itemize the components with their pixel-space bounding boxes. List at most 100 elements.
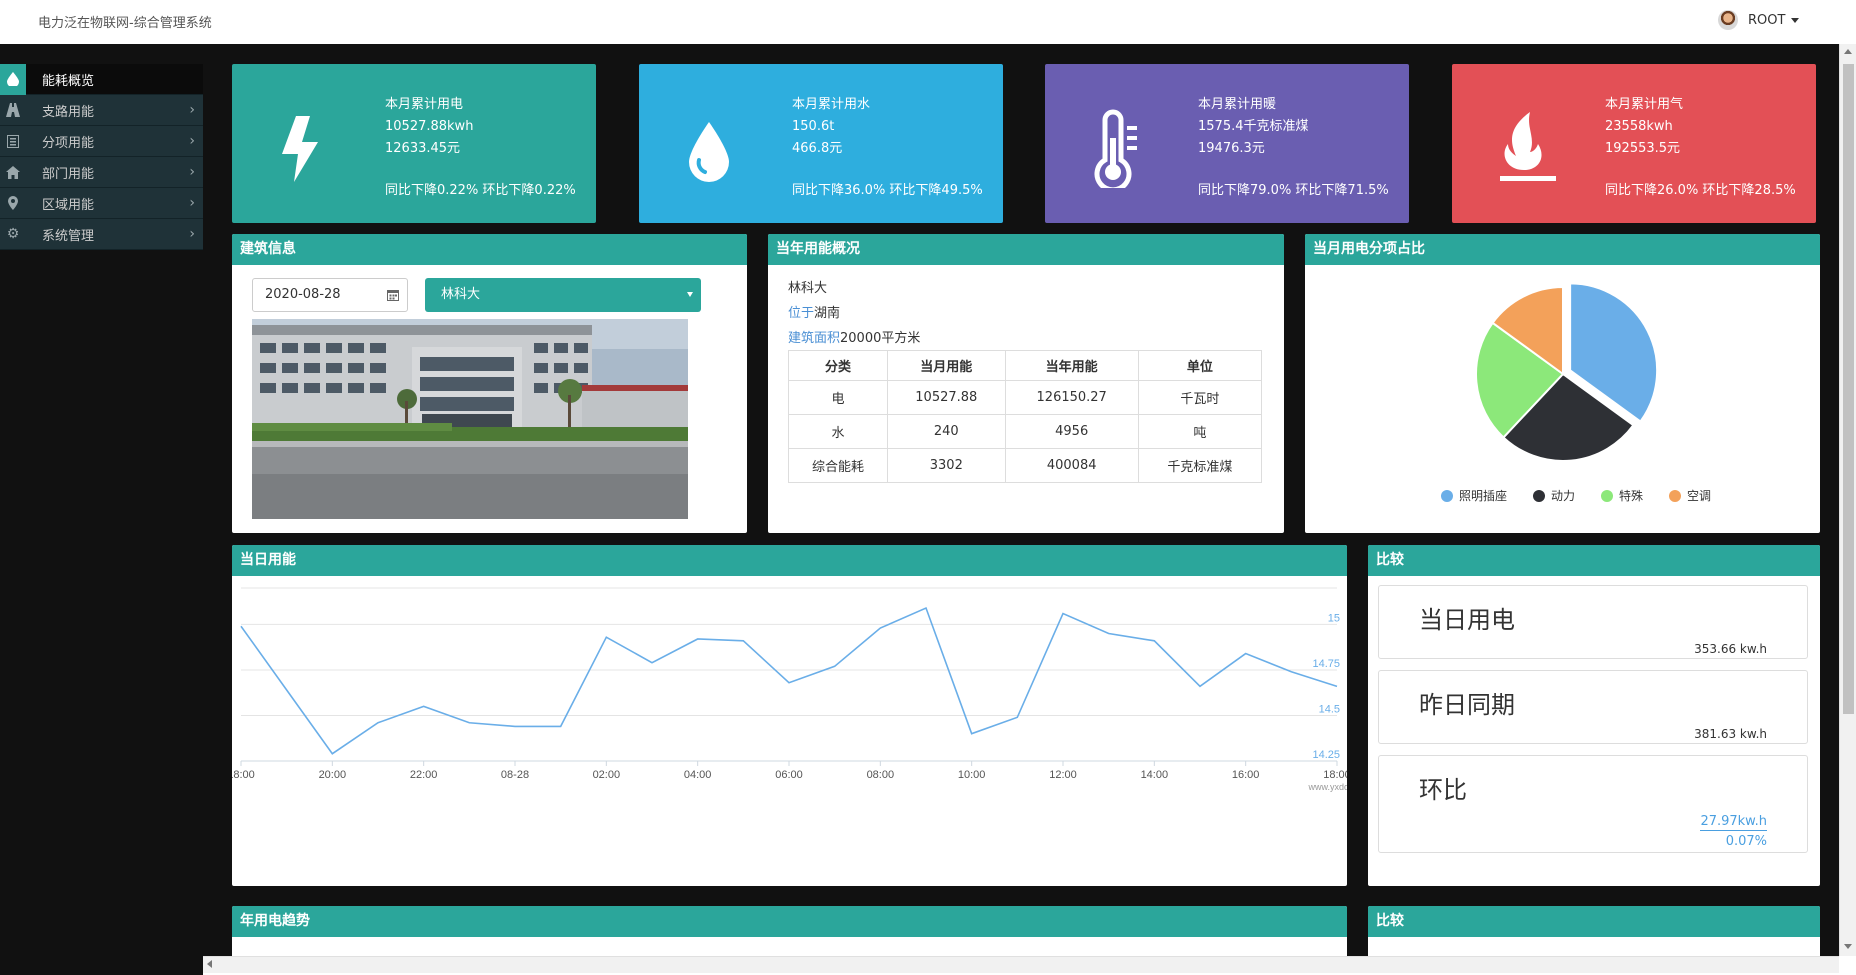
sidebar-item-subitem[interactable]: 分项用能 › <box>0 126 203 157</box>
stat-card-water: 本月累计用水 150.6t 466.8元 同比下降36.0% 环比下降49.5% <box>639 64 1003 223</box>
legend-dot <box>1441 489 1453 502</box>
legend-item[interactable]: 空调 <box>1669 487 1711 504</box>
list-icon <box>0 126 26 157</box>
column-header: 当月用能 <box>886 350 1006 381</box>
building-select[interactable]: 林科大 <box>425 278 701 312</box>
x-tick-label: 16:00 <box>1232 769 1260 781</box>
legend-label: 照明插座 <box>1459 489 1508 503</box>
date-input[interactable]: 2020-08-28 <box>252 278 408 312</box>
x-tick-label: 08-28 <box>501 769 529 781</box>
user-name: ROOT <box>1748 12 1786 28</box>
table-cell: 水 <box>788 414 888 449</box>
compare-ratio-percent: 0.07% <box>1725 834 1767 849</box>
electricity-breakdown-panel: 当月用电分项占比 照明插座 动力 特殊 空调 <box>1305 234 1820 533</box>
legend-dot <box>1669 489 1682 502</box>
area-key: 建筑面积 <box>788 331 841 346</box>
chevron-right-icon: › <box>189 195 195 211</box>
daily-line-chart: 1514.7514.514.25电量18:0020:0022:0008-2802… <box>232 587 1347 792</box>
x-tick-label: 14:00 <box>1141 769 1169 781</box>
stat-compare: 同比下降79.0% 环比下降71.5% <box>1198 183 1389 198</box>
compare-today-label: 当日用电 <box>1419 606 1515 634</box>
y-tick-label: 15 <box>1328 612 1340 624</box>
lightning-icon <box>282 116 318 182</box>
sidebar-item-area[interactable]: 区域用能 › <box>0 188 203 219</box>
table-cell: 千瓦时 <box>1137 380 1263 415</box>
building-select-value: 林科大 <box>441 287 481 302</box>
column-header: 分类 <box>788 350 888 381</box>
legend-label: 动力 <box>1551 489 1576 503</box>
panel-title: 当月用电分项占比 <box>1305 234 1820 265</box>
panel-title: 比较 <box>1368 545 1820 576</box>
calendar-icon[interactable] <box>387 279 399 311</box>
table-row: 电 10527.88 126150.27 千瓦时 <box>788 380 1263 415</box>
gear-icon: ⚙ <box>6 226 20 242</box>
y-tick-label: 14.25 <box>1312 749 1340 761</box>
y-tick-label: 14.75 <box>1312 658 1340 670</box>
sidebar-item-label: 支路用能 <box>42 104 95 120</box>
legend-item[interactable]: 照明插座 <box>1441 487 1507 504</box>
stat-value: 23558kwh <box>1605 119 1673 134</box>
legend-item[interactable]: 动力 <box>1533 487 1575 504</box>
panel-title: 当日用能 <box>232 545 1347 576</box>
series-line[interactable] <box>240 606 1338 755</box>
x-tick-label: 02:00 <box>593 769 621 781</box>
water-drop-icon <box>689 122 729 182</box>
stat-title: 本月累计用水 <box>792 97 871 112</box>
pie-chart <box>1475 282 1659 462</box>
compare-yesterday-value: 381.63 kw.h <box>1694 727 1767 741</box>
vertical-scrollbar[interactable] <box>1839 44 1856 956</box>
stat-compare: 同比下降0.22% 环比下降0.22% <box>385 183 576 198</box>
stat-cost: 466.8元 <box>792 141 843 156</box>
panel-title: 建筑信息 <box>232 234 747 265</box>
pie-slice[interactable] <box>1491 285 1564 376</box>
pie-slice[interactable] <box>1569 282 1659 423</box>
area-value: 20000平方米 <box>840 331 921 346</box>
pie-slice[interactable] <box>1502 372 1635 462</box>
compare-panel: 比较 当日用电 353.66 kw.h 昨日同期 381.63 kw.h 环比 … <box>1368 545 1820 886</box>
compare-ratio-value: 27.97kw.h <box>1700 814 1767 831</box>
sidebar-item-overview[interactable]: 能耗概览 <box>0 63 203 95</box>
chevron-right-icon: › <box>189 226 195 242</box>
scroll-left-icon[interactable] <box>207 960 212 968</box>
scroll-up-icon[interactable] <box>1844 49 1852 54</box>
sidebar-item-system[interactable]: ⚙ 系统管理 › <box>0 219 203 250</box>
panel-title: 当年用能概况 <box>768 234 1284 265</box>
horizontal-scrollbar[interactable] <box>203 956 1839 973</box>
table-cell: 240 <box>886 414 1006 449</box>
stat-title: 本月累计用电 <box>385 97 464 112</box>
scroll-down-icon[interactable] <box>1844 944 1852 949</box>
table-cell: 吨 <box>1137 414 1263 449</box>
x-tick-label: 18:00 <box>232 769 255 781</box>
building-name: 林科大 <box>788 281 828 296</box>
stat-value: 150.6t <box>792 119 835 134</box>
stat-card-heating: 本月累计用暖 1575.4千克标准煤 19476.3元 同比下降79.0% 环比… <box>1045 64 1409 223</box>
stat-cost: 192553.5元 <box>1605 141 1681 156</box>
yearly-trend-panel: 年用电趋势 <box>232 906 1347 956</box>
chevron-right-icon: › <box>189 164 195 180</box>
compare-ratio-label: 环比 <box>1419 776 1467 804</box>
stat-card-gas: 本月累计用气 23558kwh 192553.5元 同比下降26.0% 环比下降… <box>1452 64 1816 223</box>
compare-ratio-box: 环比 27.97kw.h 0.07% <box>1378 755 1808 853</box>
stat-compare: 同比下降26.0% 环比下降28.5% <box>1605 183 1796 198</box>
yearly-overview-panel: 当年用能概况 林科大 位于湖南 建筑面积20000平方米 分类 当月用能 当年用… <box>768 234 1284 533</box>
vertical-scroll-thumb[interactable] <box>1843 64 1854 714</box>
legend-item[interactable]: 特殊 <box>1601 487 1643 504</box>
column-header: 单位 <box>1137 350 1263 381</box>
pie-legend: 照明插座 动力 特殊 空调 <box>1441 487 1737 504</box>
sidebar-item-branch[interactable]: 支路用能 › <box>0 95 203 126</box>
user-menu[interactable]: ROOT <box>1718 10 1800 30</box>
x-tick-label: 06:00 <box>775 769 803 781</box>
table-cell: 3302 <box>886 448 1006 483</box>
pie-slice[interactable] <box>1475 321 1565 439</box>
sidebar-item-department[interactable]: 部门用能 › <box>0 157 203 188</box>
table-header-row: 分类 当月用能 当年用能 单位 <box>788 350 1263 381</box>
sidebar-item-label: 分项用能 <box>42 135 95 151</box>
table-row: 水 240 4956 吨 <box>788 414 1263 449</box>
date-value: 2020-08-28 <box>265 287 341 302</box>
x-tick-label: 12:00 <box>1049 769 1077 781</box>
table-cell: 综合能耗 <box>788 448 888 483</box>
stat-value: 1575.4千克标准煤 <box>1198 119 1309 134</box>
app-title: 电力泛在物联网-综合管理系统 <box>38 16 212 31</box>
sidebar-item-label: 部门用能 <box>42 166 95 182</box>
legend-dot <box>1533 489 1546 502</box>
